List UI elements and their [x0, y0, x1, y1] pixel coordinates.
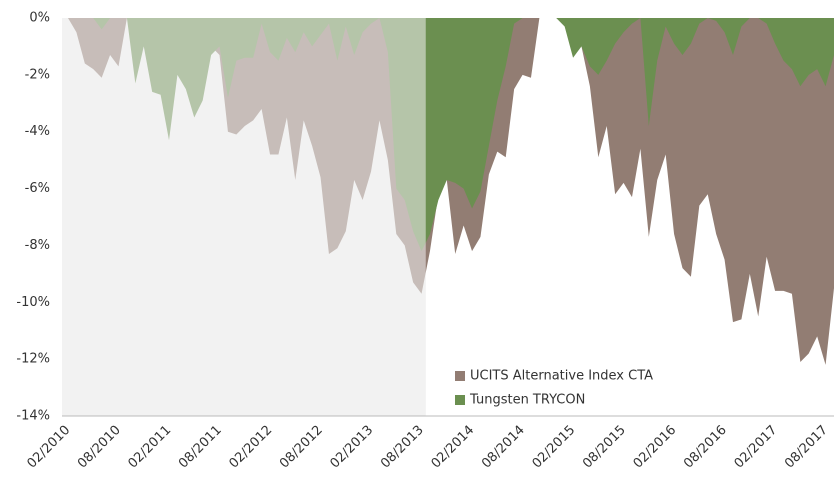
y-tick-label: -2% [25, 67, 50, 82]
x-tick-label: 02/2015 [530, 423, 579, 472]
y-tick-label: -8% [25, 238, 50, 253]
x-tick-label: 08/2012 [277, 423, 326, 472]
x-tick-label: 08/2017 [782, 423, 831, 472]
legend-label: UCITS Alternative Index CTA [470, 369, 653, 384]
legend-label: Tungsten TRYCON [469, 393, 585, 408]
x-tick-label: 08/2010 [75, 423, 124, 472]
x-tick-label: 02/2010 [25, 423, 74, 472]
shade-overlay [62, 18, 426, 416]
y-tick-label: -12% [16, 352, 50, 367]
y-tick-label: 0% [29, 11, 50, 26]
x-tick-label: 02/2016 [631, 423, 680, 472]
y-tick-label: -14% [16, 409, 50, 424]
x-tick-label: 08/2014 [479, 423, 528, 472]
x-tick-label: 02/2017 [732, 423, 781, 472]
x-tick-label: 08/2013 [378, 423, 427, 472]
x-tick-label: 08/2011 [176, 423, 225, 472]
area [68, 18, 834, 252]
legend-swatch [455, 395, 465, 405]
x-tick-label: 08/2015 [580, 423, 629, 472]
x-tick-label: 02/2012 [227, 423, 276, 472]
y-tick-label: -4% [25, 124, 50, 139]
y-tick-label: -6% [25, 181, 50, 196]
x-tick-label: 02/2011 [126, 423, 175, 472]
x-tick-label: 02/2013 [328, 423, 377, 472]
legend-swatch [455, 371, 465, 381]
x-tick-label: 08/2016 [681, 423, 730, 472]
y-tick-label: -10% [16, 295, 50, 310]
x-tick-label: 02/2014 [429, 423, 478, 472]
